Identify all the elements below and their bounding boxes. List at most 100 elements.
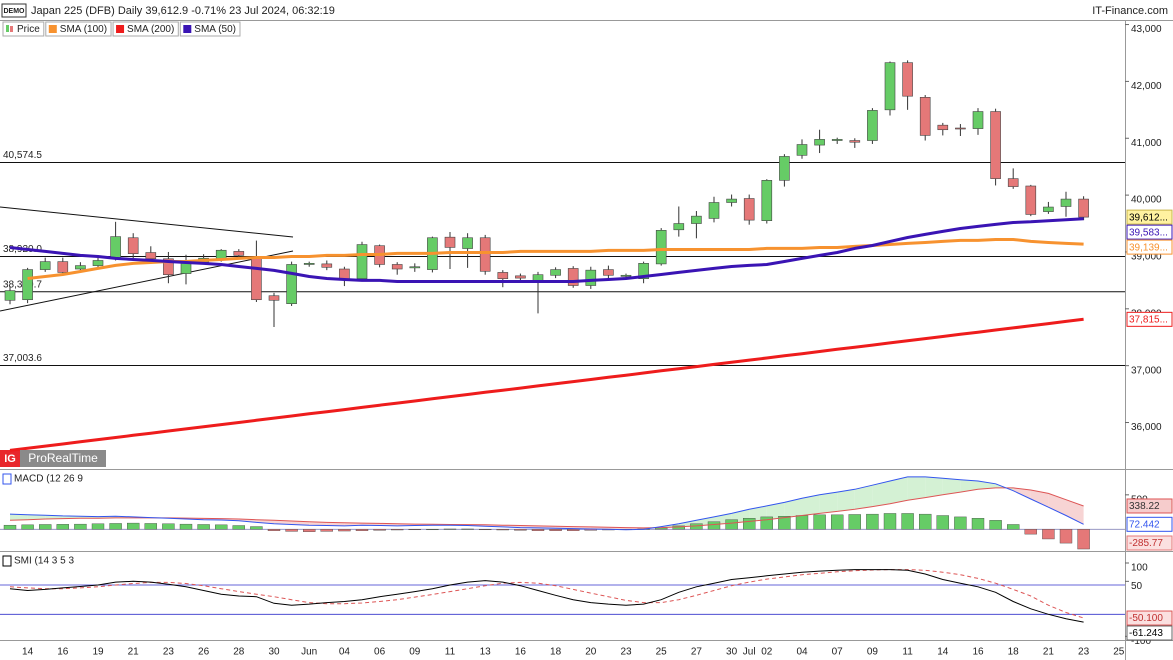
histogram-bar [232, 525, 246, 530]
x-tick-label: 04 [796, 647, 808, 658]
candle-body [1007, 178, 1019, 187]
macd-line [9, 476, 1084, 531]
trendline [0, 206, 294, 238]
x-tick-label: 11 [902, 647, 913, 658]
signal-line [9, 487, 1084, 529]
histogram-bar [971, 518, 985, 530]
x-tick-label: 25 [656, 647, 668, 658]
legend-icon [48, 25, 57, 33]
macd-fill [274, 520, 292, 525]
candle-body [620, 274, 632, 277]
histogram-bar [285, 529, 298, 532]
histogram-bar [355, 529, 369, 531]
candle-body [919, 97, 931, 136]
histogram-bar [831, 514, 844, 530]
histogram-bar [179, 523, 193, 530]
candle-body [691, 215, 702, 224]
histogram-bar [91, 523, 105, 530]
candle-body [444, 236, 456, 248]
candle-body [708, 202, 720, 219]
y-tick-label: -100 [1131, 636, 1151, 647]
x-tick-label: 09 [409, 647, 421, 658]
value-tag-box [1126, 610, 1173, 626]
histogram-bar [936, 515, 949, 530]
value-tag-box [1126, 535, 1173, 551]
macd-fill [819, 492, 838, 514]
candle-body [4, 290, 16, 301]
y-tick-label: 41,000 [1131, 138, 1162, 149]
candle-body [479, 237, 491, 272]
value-tag: -50.100 [1129, 613, 1163, 624]
macd-fill [872, 481, 890, 507]
level-label-box [0, 149, 42, 162]
histogram-bar [1024, 529, 1038, 535]
histogram-bar [250, 526, 263, 530]
histogram-bar [479, 529, 492, 531]
trendline [0, 250, 294, 312]
candle-body [391, 264, 403, 270]
histogram-bar [496, 529, 509, 531]
histogram-bar [795, 515, 809, 530]
histogram-bar [1007, 524, 1020, 530]
histogram-bar [989, 520, 1002, 530]
candle-body [937, 124, 949, 131]
x-tick-label: 11 [445, 647, 456, 658]
x-tick-label: 27 [691, 647, 703, 658]
panel-title: SMI (14 3 5 3 [14, 556, 74, 567]
candle-body [814, 139, 825, 146]
histogram-bar [531, 529, 545, 531]
legend-label: SMA (100) [60, 24, 107, 35]
histogram-bar [883, 513, 897, 530]
candle-body [75, 265, 86, 270]
candle-body [655, 230, 667, 265]
candle-body [321, 263, 333, 268]
value-tag-box [1126, 625, 1173, 641]
x-tick-label: 25 [1113, 647, 1125, 658]
histogram-bar [126, 522, 140, 530]
macd-fill [907, 476, 926, 501]
macd-fill [291, 521, 310, 526]
legend-label: Price [17, 24, 40, 35]
histogram-bar [408, 529, 421, 531]
x-tick-label: 30 [726, 647, 738, 658]
chart-title: Japan 225 (DFB) Daily 39,612.9 -0.71% 23… [31, 5, 335, 17]
legend-icon [116, 25, 125, 33]
candle-body [286, 264, 297, 304]
candle-body [902, 62, 913, 97]
candle-body [268, 295, 280, 301]
level-label: 40,574.5 [3, 150, 42, 161]
candle-body [585, 269, 597, 286]
x-tick-label: 16 [57, 647, 69, 658]
candle-body [1025, 185, 1037, 215]
y-tick-label: 39,000 [1131, 252, 1162, 263]
candle-body [831, 139, 843, 141]
candle-body [603, 269, 614, 276]
value-tag: 39,139... [1129, 242, 1168, 253]
histogram-bar [778, 516, 791, 530]
candle-body [761, 180, 773, 221]
macd-fill [27, 514, 46, 520]
candle-body [356, 244, 368, 279]
histogram-bar [549, 529, 562, 531]
histogram-bar [56, 524, 69, 530]
x-tick-label: 13 [480, 647, 492, 658]
panel-icon [2, 473, 12, 485]
candle-body [409, 266, 421, 269]
candle-body [462, 237, 473, 249]
candle-body [22, 269, 33, 301]
histogram-bar [197, 524, 210, 530]
candle-body [550, 269, 561, 276]
x-tick-label: 26 [198, 647, 210, 658]
level-label: 37,003.6 [3, 353, 42, 364]
legend-icon [6, 25, 9, 32]
x-tick-label: Jul [743, 647, 756, 658]
histogram-bar [162, 523, 175, 530]
candle-body [532, 274, 544, 281]
signal-line [9, 569, 1084, 619]
histogram-bar [707, 521, 721, 530]
candle-body [1060, 198, 1072, 207]
brand-logo: IG [4, 453, 16, 465]
value-tag: -285.77 [1129, 538, 1163, 549]
x-tick-label: 18 [1008, 647, 1020, 658]
